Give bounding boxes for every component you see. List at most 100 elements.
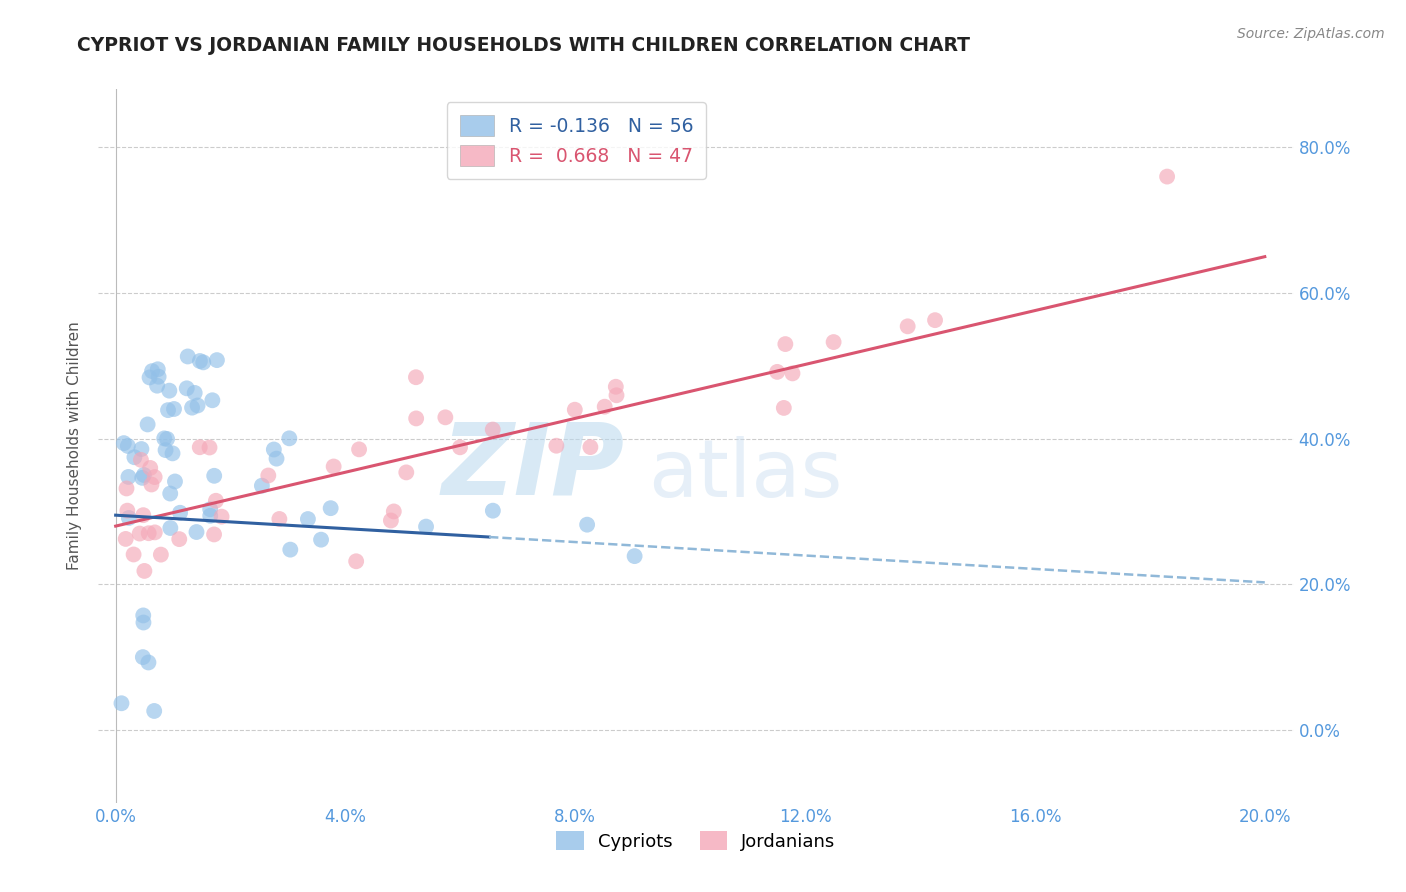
- Point: [576, 517, 599, 532]
- Point: [132, 467, 155, 482]
- Point: [163, 475, 186, 489]
- Point: [128, 526, 150, 541]
- Text: atlas: atlas: [648, 435, 842, 514]
- Point: [143, 525, 166, 540]
- Point: [115, 482, 138, 496]
- Point: [143, 704, 166, 718]
- Text: ZIP: ZIP: [441, 419, 624, 516]
- Point: [139, 461, 162, 475]
- Point: [188, 354, 211, 368]
- Point: [176, 381, 198, 395]
- Point: [344, 554, 367, 568]
- Point: [153, 431, 176, 445]
- Point: [579, 440, 602, 454]
- Point: [163, 402, 186, 417]
- Point: [117, 503, 139, 517]
- Point: [118, 511, 141, 525]
- Point: [138, 656, 160, 670]
- Point: [193, 355, 215, 369]
- Point: [205, 353, 228, 368]
- Point: [112, 436, 135, 450]
- Point: [257, 468, 280, 483]
- Point: [269, 512, 291, 526]
- Point: [546, 439, 568, 453]
- Point: [205, 493, 228, 508]
- Point: [395, 466, 418, 480]
- Point: [564, 402, 586, 417]
- Point: [924, 313, 946, 327]
- Point: [132, 650, 155, 665]
- Point: [382, 504, 405, 518]
- Point: [148, 369, 170, 384]
- Point: [605, 388, 627, 402]
- Point: [605, 380, 627, 394]
- Point: [322, 459, 344, 474]
- Point: [131, 471, 153, 485]
- Point: [159, 486, 181, 500]
- Point: [177, 350, 200, 364]
- Point: [623, 549, 645, 563]
- Y-axis label: Family Households with Children: Family Households with Children: [67, 322, 83, 570]
- Point: [183, 385, 205, 400]
- Point: [155, 443, 177, 458]
- Point: [380, 514, 402, 528]
- Point: [136, 417, 159, 432]
- Point: [159, 521, 181, 535]
- Point: [434, 410, 457, 425]
- Point: [250, 478, 273, 492]
- Point: [117, 470, 139, 484]
- Point: [186, 524, 208, 539]
- Point: [149, 548, 172, 562]
- Point: [263, 442, 285, 457]
- Point: [897, 319, 920, 334]
- Point: [122, 548, 145, 562]
- Point: [278, 431, 301, 445]
- Point: [146, 362, 169, 376]
- Point: [202, 468, 225, 483]
- Point: [198, 441, 221, 455]
- Point: [775, 337, 797, 351]
- Point: [772, 401, 794, 415]
- Point: [129, 453, 152, 467]
- Point: [405, 411, 427, 425]
- Point: [141, 477, 163, 491]
- Point: [143, 470, 166, 484]
- Point: [481, 423, 503, 437]
- Point: [138, 370, 160, 384]
- Legend: Cypriots, Jordanians: Cypriots, Jordanians: [550, 824, 842, 858]
- Point: [141, 364, 163, 378]
- Point: [449, 440, 471, 454]
- Point: [482, 504, 505, 518]
- Point: [132, 508, 155, 523]
- Point: [766, 365, 789, 379]
- Point: [347, 442, 370, 457]
- Point: [117, 439, 139, 453]
- Point: [187, 399, 209, 413]
- Point: [823, 334, 845, 349]
- Point: [309, 533, 332, 547]
- Point: [114, 532, 136, 546]
- Point: [188, 440, 211, 454]
- Point: [297, 512, 319, 526]
- Point: [278, 542, 301, 557]
- Point: [156, 432, 179, 446]
- Point: [146, 378, 169, 392]
- Point: [1156, 169, 1178, 184]
- Point: [157, 403, 180, 417]
- Point: [593, 400, 616, 414]
- Point: [200, 508, 222, 523]
- Point: [405, 370, 427, 384]
- Text: CYPRIOT VS JORDANIAN FAMILY HOUSEHOLDS WITH CHILDREN CORRELATION CHART: CYPRIOT VS JORDANIAN FAMILY HOUSEHOLDS W…: [77, 36, 970, 54]
- Point: [131, 442, 153, 456]
- Point: [132, 615, 155, 630]
- Point: [167, 532, 190, 546]
- Point: [157, 384, 180, 398]
- Point: [211, 509, 233, 524]
- Point: [134, 564, 156, 578]
- Point: [132, 608, 155, 623]
- Point: [200, 502, 222, 516]
- Point: [138, 526, 160, 541]
- Point: [266, 451, 288, 466]
- Point: [782, 367, 804, 381]
- Text: Source: ZipAtlas.com: Source: ZipAtlas.com: [1237, 27, 1385, 41]
